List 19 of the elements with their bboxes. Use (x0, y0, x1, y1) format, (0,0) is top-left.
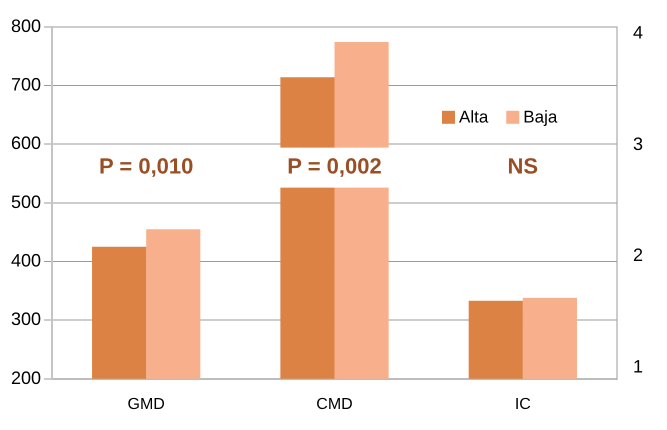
y-tick-label: 500 (10, 192, 42, 212)
y-tick-label: 300 (10, 309, 42, 330)
y-tick-label: 400 (10, 250, 42, 270)
y2-tick-label: 3 (632, 134, 644, 154)
x-tick-label: IC (514, 396, 531, 413)
annotation: P = 0,010 (98, 154, 194, 179)
y2-tick-label: 4 (632, 22, 644, 42)
x-tick-label: GMD (128, 396, 165, 413)
x-tick-label: CMD (316, 396, 353, 413)
y-tick-label: 700 (10, 74, 42, 94)
annotation: NS (508, 154, 538, 179)
legend-label: Baja (523, 107, 558, 126)
y-tick-label: 800 (10, 16, 42, 36)
legend-label: Alta (458, 107, 489, 126)
y-tick-label: 600 (10, 133, 42, 154)
y2-tick-label: 2 (632, 245, 644, 266)
annotation: P = 0,002 (287, 154, 382, 179)
y-tick-label: 200 (10, 368, 42, 388)
y2-tick-label: 1 (632, 356, 644, 377)
